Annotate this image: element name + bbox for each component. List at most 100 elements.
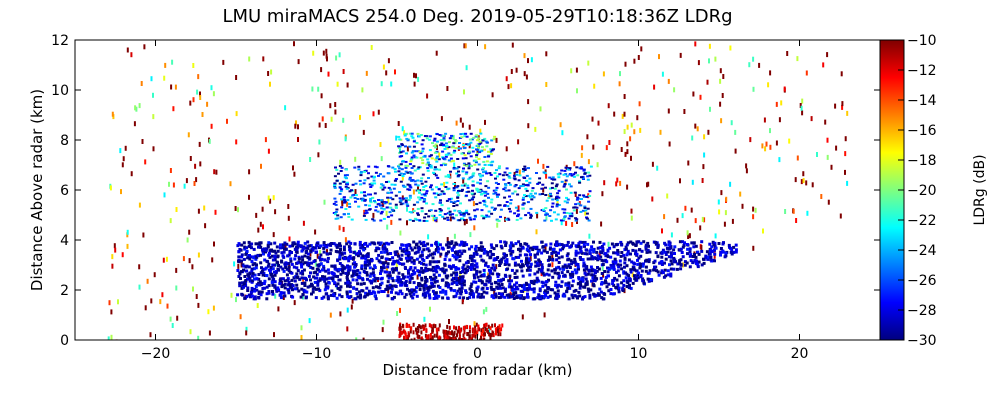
heatmap-cell-240	[308, 318, 311, 324]
heatmap-cell-3698	[473, 214, 477, 217]
heatmap-cell-497	[355, 337, 358, 340]
heatmap-cell-446	[351, 298, 354, 304]
heatmap-cell-2287	[391, 262, 395, 265]
heatmap-cell-3033	[523, 167, 527, 170]
heatmap-cell-3660	[406, 171, 410, 174]
heatmap-cell-3689	[541, 193, 545, 195]
heatmap-cell-3249	[582, 195, 586, 198]
heatmap-cell-1229	[480, 293, 484, 296]
heatmap-cell-1376	[636, 258, 639, 262]
heatmap-cell-379	[749, 137, 752, 143]
heatmap-cell-2303	[422, 240, 426, 244]
heatmap-cell-3936	[475, 154, 479, 157]
heatmap-cell-1696	[667, 243, 671, 247]
heatmap-cell-3007	[416, 207, 420, 210]
heatmap-cell-980	[408, 278, 412, 282]
heatmap-cell-997	[474, 280, 478, 284]
heatmap-cell-3956	[462, 144, 465, 146]
heatmap-cell-2360	[312, 286, 316, 290]
heatmap-cell-194	[344, 237, 347, 243]
heatmap-cell-2676	[631, 267, 635, 271]
heatmap-cell-3661	[476, 181, 480, 184]
heatmap-cell-2467	[441, 296, 445, 300]
heatmap-cell-1678	[396, 278, 400, 282]
heatmap-cell-587	[630, 155, 632, 161]
heatmap-cell-3688	[470, 192, 474, 195]
heatmap-cell-3151	[481, 174, 484, 177]
heatmap-cell-601	[485, 306, 488, 312]
heatmap-cell-1743	[599, 255, 603, 259]
heatmap-cell-4131	[484, 327, 487, 332]
heatmap-cell-1757	[462, 283, 466, 287]
heatmap-cell-2572	[418, 273, 421, 277]
heatmap-cell-927	[395, 268, 398, 272]
heatmap-cell-2353	[519, 265, 523, 269]
heatmap-cell-1481	[586, 272, 590, 276]
heatmap-cell-3729	[435, 186, 439, 189]
heatmap-cell-254	[679, 52, 682, 58]
heatmap-cell-3589	[461, 170, 465, 173]
heatmap-cell-455	[602, 272, 605, 278]
heatmap-cell-3464	[398, 174, 402, 176]
heatmap-cell-1674	[533, 255, 537, 259]
heatmap-cell-1620	[616, 269, 620, 273]
heatmap-cell-406	[413, 72, 415, 78]
heatmap-cell-3570	[480, 192, 484, 195]
heatmap-cell-865	[669, 245, 673, 249]
heatmap-cell-2044	[253, 295, 257, 299]
heatmap-cell-1742	[501, 278, 505, 282]
heatmap-cell-3933	[481, 139, 485, 142]
heatmap-cell-2350	[422, 248, 426, 252]
heatmap-cell-3700	[585, 217, 589, 220]
heatmap-cell-3539	[424, 184, 428, 187]
heatmap-cell-3209	[359, 174, 363, 177]
heatmap-cell-34	[703, 217, 706, 223]
heatmap-cell-2026	[557, 251, 560, 255]
heatmap-cell-412	[284, 105, 287, 111]
heatmap-cell-2753	[492, 296, 496, 300]
heatmap-cell-460	[752, 245, 755, 251]
heatmap-cell-52	[269, 198, 272, 204]
heatmap-cell-3018	[408, 176, 412, 179]
heatmap-cell-1559	[525, 259, 529, 263]
heatmap-cell-1018	[527, 265, 531, 269]
heatmap-cell-2955	[489, 201, 493, 204]
heatmap-cell-2292	[524, 262, 528, 266]
heatmap-cell-209	[613, 111, 616, 117]
heatmap-cell-605	[377, 109, 380, 115]
heatmap-cell-2556	[258, 280, 262, 284]
heatmap-cell-2188	[634, 275, 638, 279]
heatmap-cell-2282	[714, 246, 718, 250]
heatmap-cell-1102	[449, 288, 453, 292]
heatmap-cell-3262	[578, 167, 582, 170]
heatmap-cell-165	[269, 81, 271, 87]
heatmap-cell-3480	[377, 202, 381, 205]
heatmap-cell-2099	[455, 255, 459, 259]
heatmap-cell-148	[699, 94, 702, 100]
heatmap-cell-1153	[553, 291, 557, 295]
heatmap-cell-2432	[325, 245, 329, 249]
heatmap-cell-3509	[585, 216, 588, 219]
heatmap-cell-3648	[493, 172, 497, 174]
heatmap-cell-3575	[458, 219, 462, 222]
heatmap-cell-3912	[479, 141, 483, 144]
heatmap-cell-1414	[527, 259, 531, 263]
heatmap-cell-424	[844, 169, 846, 175]
heatmap-cell-3911	[450, 146, 454, 149]
colorbar-tick-label: −24	[907, 243, 937, 259]
heatmap-cell-585	[692, 91, 695, 97]
heatmap-cell-2678	[400, 249, 404, 253]
heatmap-cell-4095	[495, 331, 497, 336]
heatmap-cell-537	[640, 46, 643, 52]
heatmap-cell-3348	[503, 196, 507, 199]
heatmap-cell-1177	[356, 295, 360, 299]
heatmap-cell-2276	[359, 282, 363, 286]
heatmap-cell-1073	[642, 240, 646, 244]
heatmap-cell-918	[636, 276, 640, 280]
heatmap-cell-145	[342, 117, 345, 123]
heatmap-cell-1842	[458, 254, 462, 258]
heatmap-cell-2862	[276, 254, 280, 258]
heatmap-cell-456	[429, 306, 431, 312]
heatmap-cell-180	[198, 141, 201, 147]
heatmap-cell-3550	[495, 186, 499, 189]
